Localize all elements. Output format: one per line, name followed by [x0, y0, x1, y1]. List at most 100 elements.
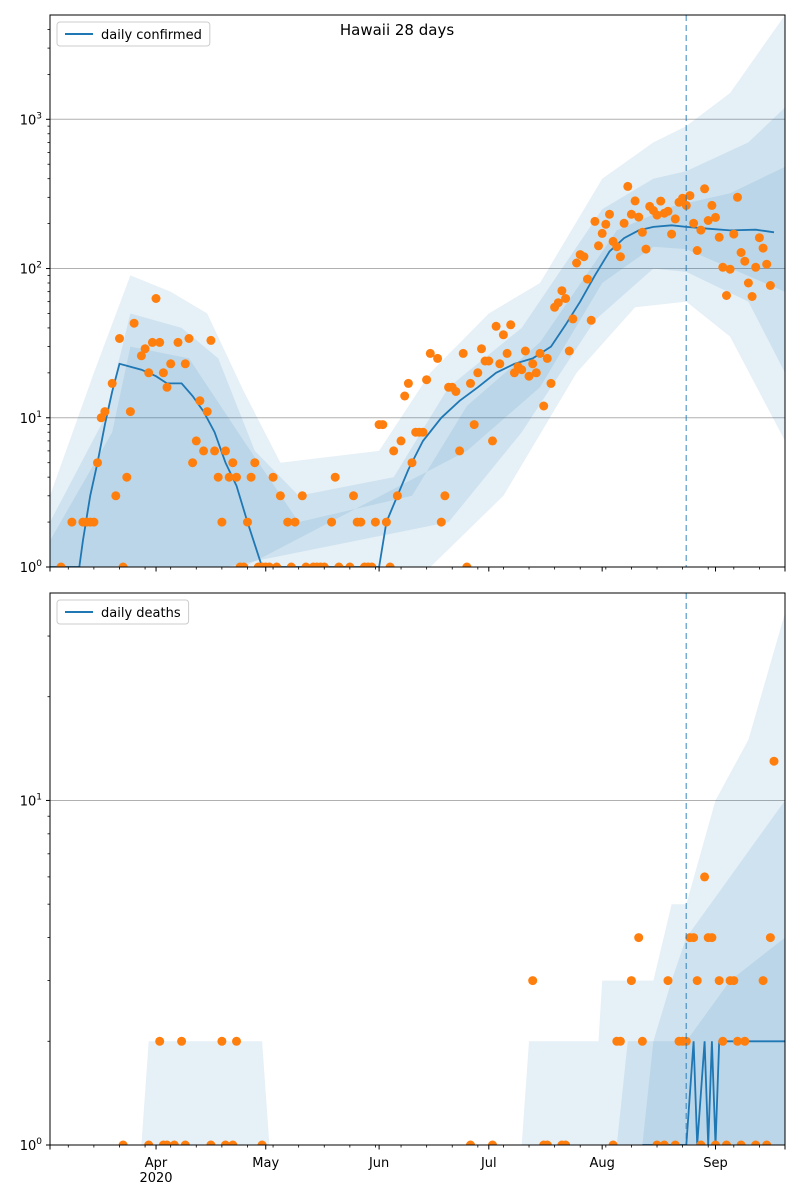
legend-box — [56, 21, 211, 47]
observed-point — [466, 378, 475, 388]
observed-point — [725, 264, 735, 274]
plot-frame — [49, 592, 786, 1146]
observed-point — [601, 219, 611, 229]
legend-label: daily confirmed — [101, 28, 202, 43]
observed-point — [754, 233, 764, 243]
observed-point — [283, 517, 293, 527]
observed-point — [484, 356, 494, 366]
observed-point — [747, 292, 757, 301]
x-tick-label: Aug — [589, 1156, 614, 1171]
observed-point — [111, 491, 121, 501]
observed-point — [334, 562, 344, 567]
observed-point — [488, 1140, 497, 1145]
x-tick-label: May — [252, 1156, 279, 1171]
x-year-label: 2020 — [139, 1171, 172, 1186]
observed-point — [144, 1140, 154, 1145]
observed-point — [531, 368, 541, 378]
observed-point — [583, 274, 592, 284]
observed-point — [381, 517, 391, 527]
observed-point — [572, 258, 582, 268]
observed-point — [524, 371, 534, 381]
observed-point — [765, 933, 775, 943]
observed-point — [568, 314, 578, 324]
observed-point — [733, 1036, 742, 1046]
observed-point — [286, 562, 296, 567]
observed-point — [224, 472, 234, 482]
observed-point — [239, 562, 249, 567]
observed-point — [378, 420, 388, 430]
observed-point — [491, 321, 501, 331]
confidence-band-0 — [50, 15, 785, 567]
observed-point — [93, 458, 102, 468]
observed-point — [696, 225, 706, 235]
observed-point — [180, 359, 190, 369]
plot-area — [50, 15, 785, 567]
observed-point — [89, 517, 99, 527]
observed-point — [634, 933, 644, 943]
observed-point — [389, 446, 399, 456]
observed-point — [729, 229, 739, 239]
observed-point — [122, 472, 132, 482]
observed-point — [711, 212, 720, 222]
observed-point — [637, 227, 647, 237]
observed-point — [528, 976, 538, 986]
legend-label: daily deaths — [101, 606, 181, 621]
observed-point — [221, 446, 230, 456]
plot-area — [118, 613, 785, 1145]
observed-point — [232, 472, 241, 482]
observed-point — [206, 335, 216, 345]
legend: daily deaths — [56, 599, 190, 625]
observed-point — [561, 294, 571, 303]
y-tick-label: 100 — [20, 1137, 43, 1154]
observed-point — [118, 562, 128, 567]
observed-point — [250, 458, 260, 468]
observed-point — [714, 232, 724, 242]
observed-point — [689, 218, 699, 228]
observed-point — [488, 436, 497, 446]
observed-point — [590, 216, 600, 226]
rolling-mean-line — [642, 1040, 785, 1145]
observed-point — [425, 348, 435, 358]
observed-point — [115, 334, 124, 343]
observed-point — [451, 387, 461, 396]
observed-point — [210, 446, 220, 456]
observed-point — [118, 1140, 128, 1145]
observed-point — [367, 562, 377, 567]
observed-point — [542, 1140, 552, 1145]
observed-point — [765, 281, 775, 290]
observed-point — [670, 214, 680, 224]
observed-point — [637, 1036, 647, 1046]
observed-point — [166, 359, 176, 369]
observed-point — [615, 252, 625, 262]
observed-point — [455, 446, 465, 456]
observed-point — [751, 1140, 761, 1145]
observed-point — [553, 298, 563, 308]
observed-point — [769, 756, 779, 766]
observed-point — [422, 375, 432, 385]
observed-point — [221, 1140, 230, 1145]
observed-point — [656, 196, 666, 206]
observed-point — [466, 1140, 475, 1145]
observed-point — [433, 353, 443, 363]
observed-point — [594, 241, 603, 251]
observed-point — [400, 391, 410, 401]
observed-point — [217, 517, 227, 527]
observed-point — [608, 1140, 618, 1145]
observed-point — [136, 351, 146, 361]
observed-point — [473, 368, 483, 378]
observed-point — [762, 1140, 772, 1145]
observed-point — [195, 396, 205, 406]
observed-point — [700, 872, 710, 882]
observed-point — [718, 1036, 728, 1046]
observed-point — [155, 1036, 165, 1046]
x-tick-label: Apr — [145, 1156, 168, 1171]
observed-point — [502, 348, 512, 358]
observed-point — [722, 291, 731, 300]
y-tick-label: 102 — [20, 261, 42, 278]
observed-point — [228, 1140, 238, 1145]
observed-point — [228, 458, 238, 468]
observed-point — [495, 359, 505, 369]
observed-point — [670, 1140, 680, 1145]
observed-point — [469, 420, 479, 430]
observed-point — [743, 278, 753, 288]
